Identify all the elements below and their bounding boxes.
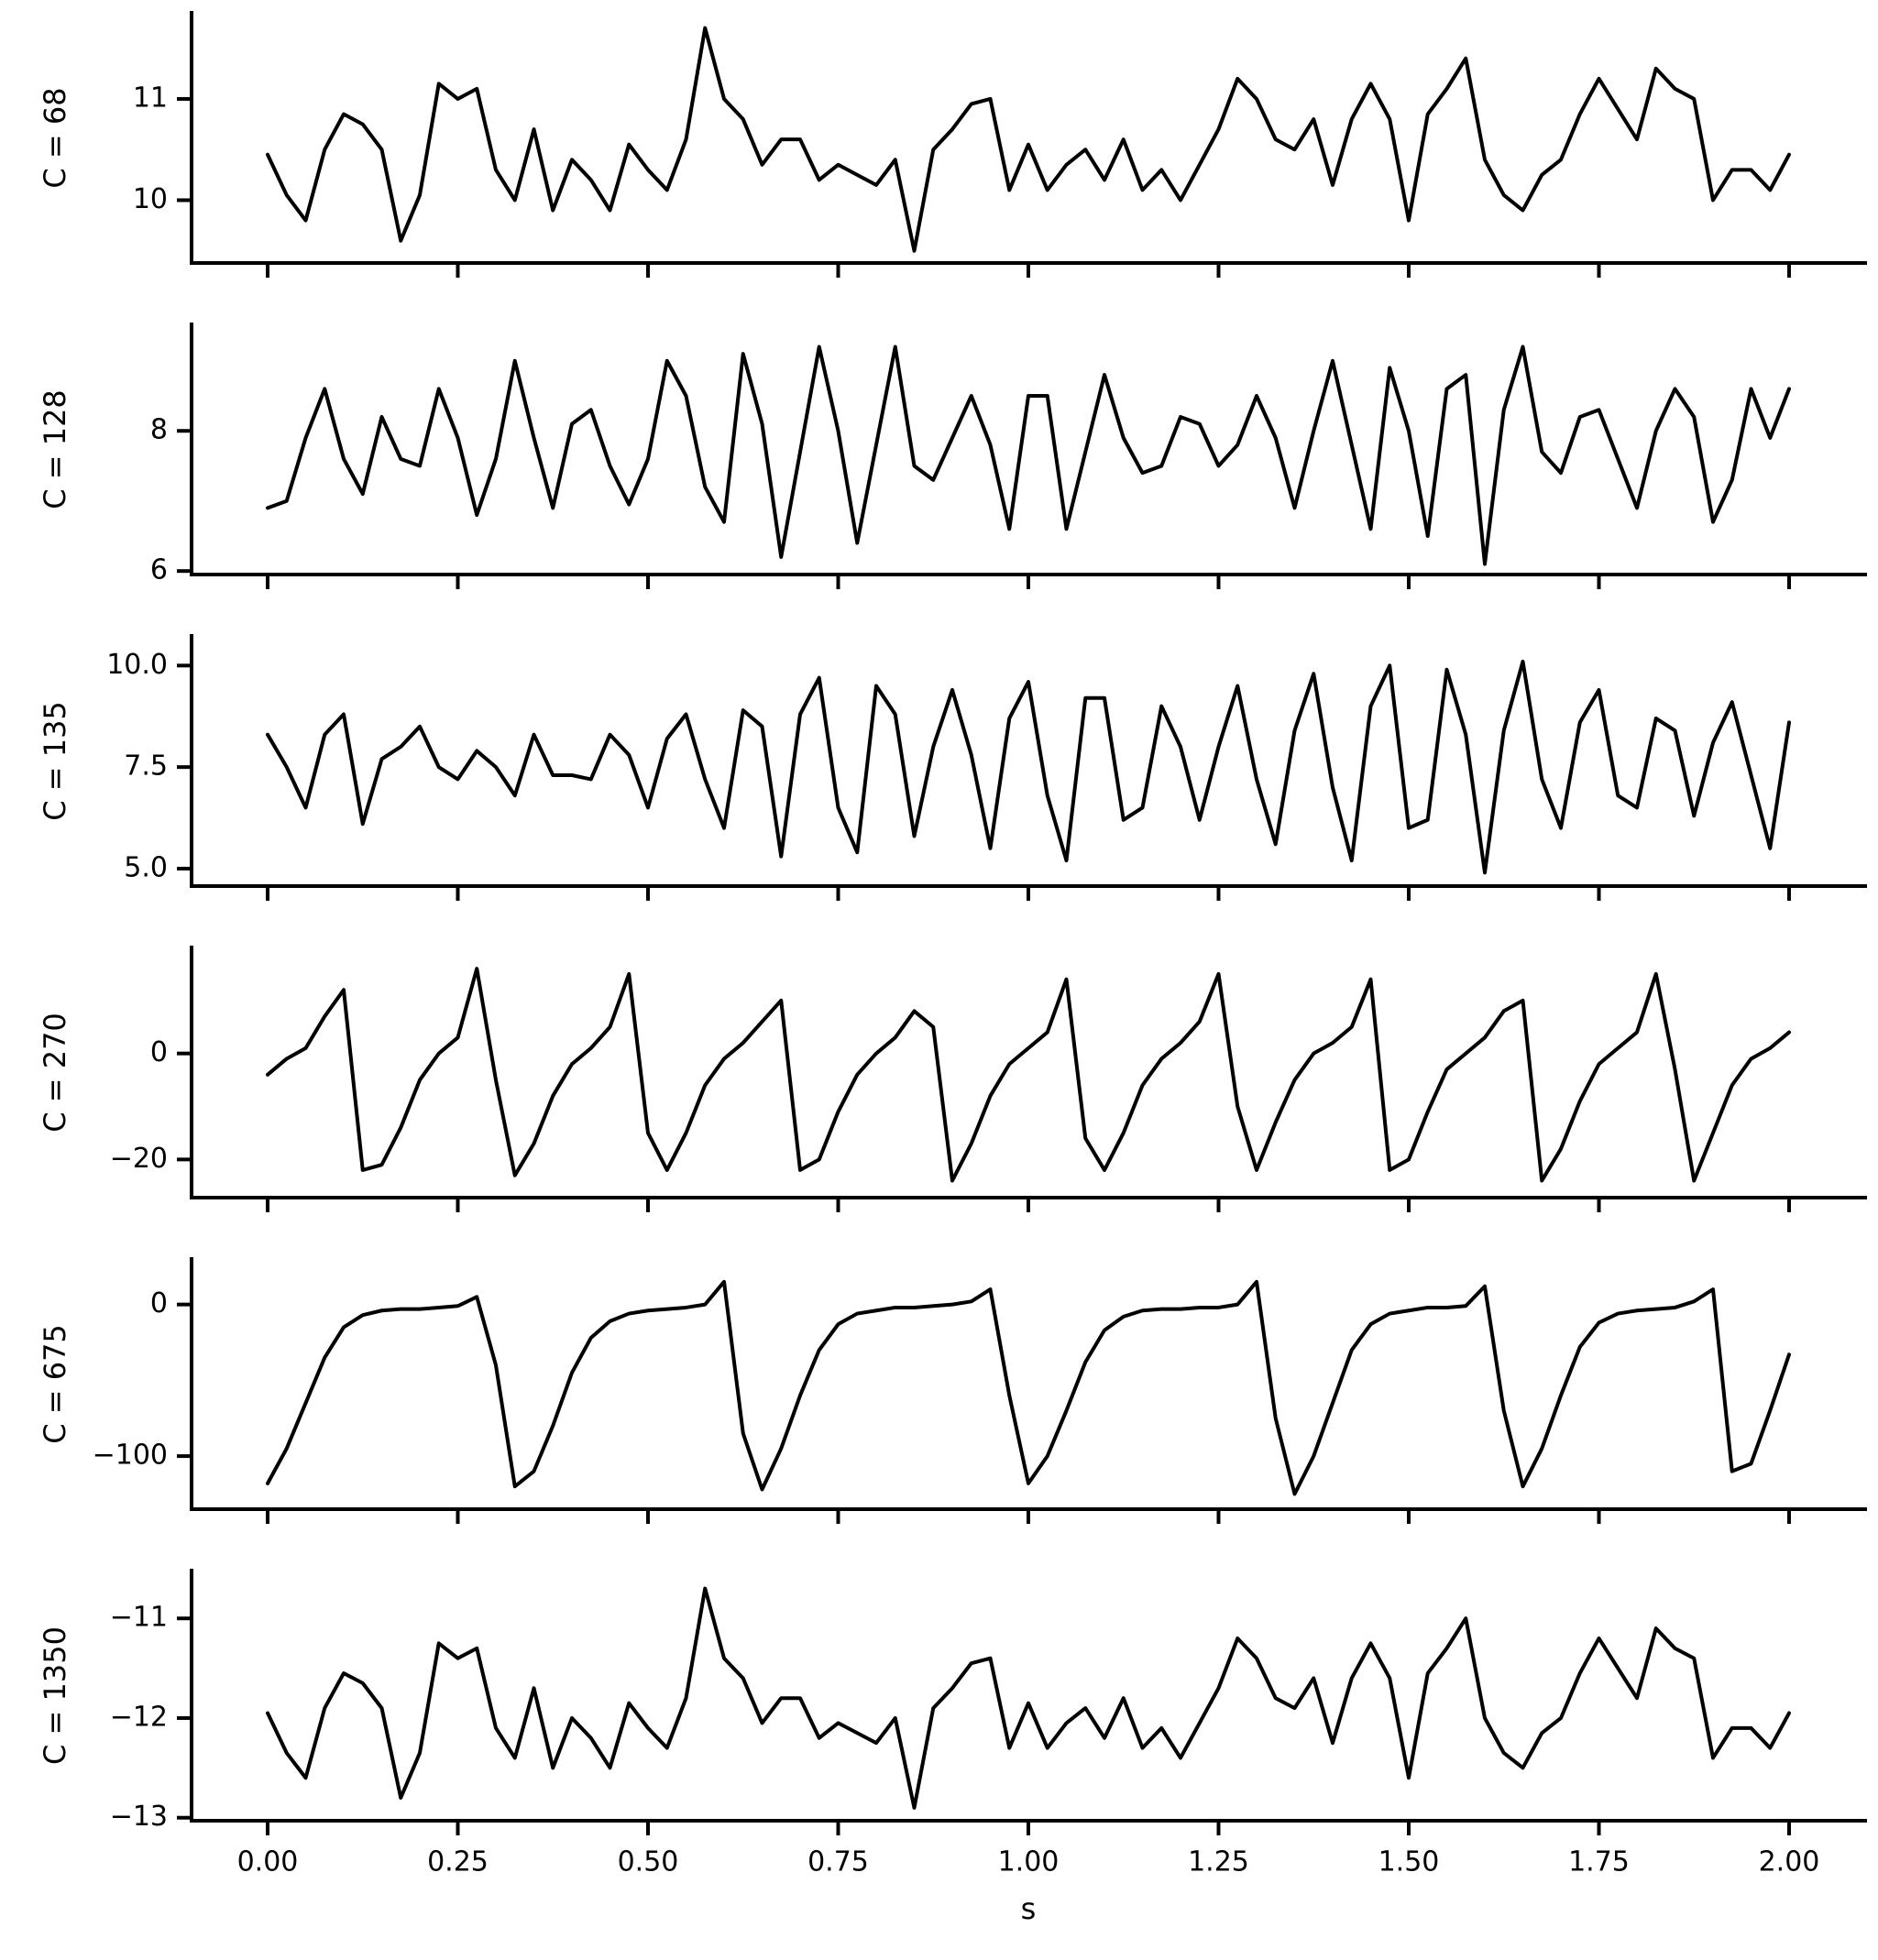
x-tick-label: 1.75 (1568, 1846, 1630, 1878)
line-series (266, 659, 1791, 875)
x-tick-label: 1.50 (1378, 1846, 1440, 1878)
x-tick-label: 0.25 (427, 1846, 489, 1878)
y-tick-label: 5.0 (124, 851, 168, 883)
line-series (266, 345, 1791, 566)
x-tick-label: 0.50 (618, 1846, 679, 1878)
y-tick-label: 11 (133, 82, 168, 114)
x-tick-label: 1.00 (998, 1846, 1060, 1878)
y-axis-label: C = 270 (38, 1013, 72, 1133)
y-tick-label: 6 (150, 554, 168, 586)
y-tick-label: −12 (110, 1701, 168, 1733)
y-tick-label: 0 (150, 1036, 168, 1068)
y-tick-label: −11 (110, 1602, 168, 1634)
line-series (266, 1586, 1791, 1810)
line-series (266, 1279, 1791, 1496)
y-tick-label: 0 (150, 1287, 168, 1319)
y-tick-label: 8 (150, 414, 168, 446)
y-tick-label: −13 (110, 1801, 168, 1833)
x-axis-label: s (1021, 1891, 1037, 1926)
y-tick-label: −100 (93, 1440, 168, 1472)
y-tick-label: 10.0 (106, 649, 168, 681)
x-tick-label: 1.25 (1188, 1846, 1249, 1878)
y-axis-label: C = 128 (38, 389, 72, 509)
x-tick-label: 2.00 (1759, 1846, 1820, 1878)
y-axis-label: C = 675 (38, 1324, 72, 1444)
y-tick-label: 7.5 (124, 750, 168, 783)
x-tick-label: 0.75 (807, 1846, 869, 1878)
y-tick-label: 10 (133, 183, 168, 215)
y-axis-label: C = 135 (38, 701, 72, 821)
y-tick-label: −20 (110, 1143, 168, 1175)
line-series (266, 26, 1791, 253)
y-axis-label: C = 68 (38, 87, 72, 188)
line-series (266, 967, 1791, 1183)
x-tick-label: 0.00 (237, 1846, 299, 1878)
y-axis-label: C = 1350 (38, 1626, 72, 1765)
